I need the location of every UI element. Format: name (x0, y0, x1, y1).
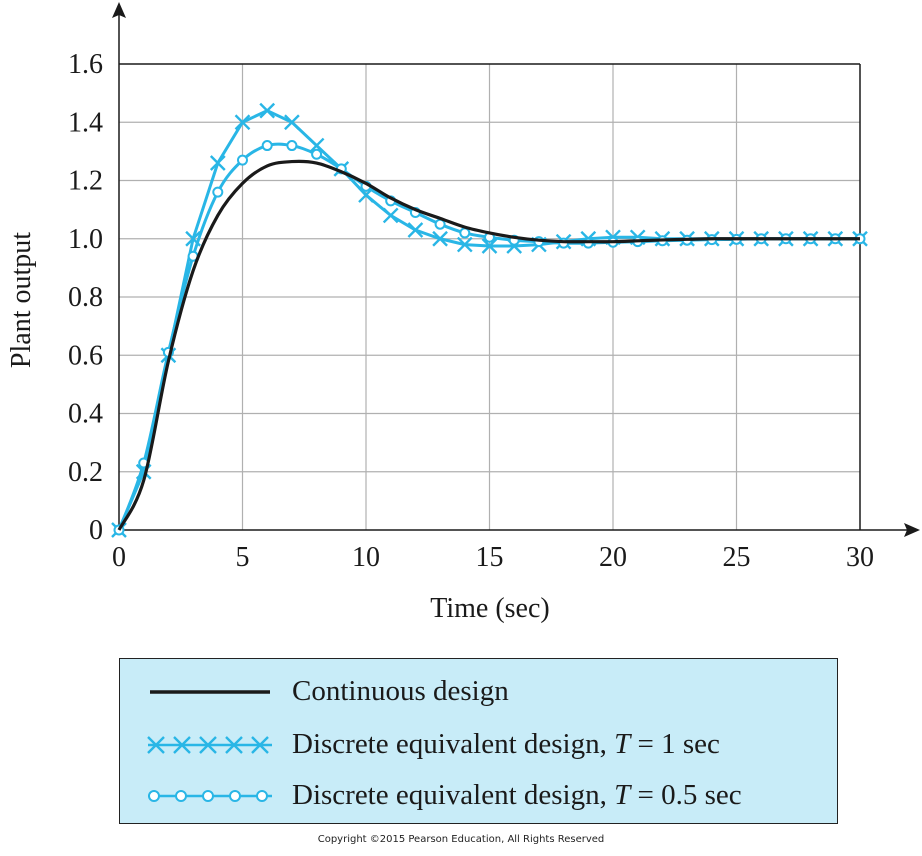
chart: 0 5 10 15 20 25 30 0 0.2 0.4 0.6 0.8 1.0 1.2 1.4 1.6 Ti… (6, 2, 920, 624)
series-layer (111, 102, 868, 538)
grid-lines (119, 64, 860, 530)
x-tick-label: 0 (112, 542, 126, 573)
data-point (261, 140, 273, 152)
data-point (311, 148, 323, 160)
series-line (117, 159, 860, 531)
x-tick-label: 30 (846, 542, 874, 573)
legend-marker-x (173, 736, 191, 754)
legend-swatch-discrete-05 (148, 790, 272, 802)
legend-label-discrete-05: Discrete equivalent design, T = 0.5 sec (292, 779, 742, 811)
legend-marker-o (148, 790, 160, 802)
x-axis-label: Time (sec) (430, 593, 550, 624)
data-point (481, 238, 498, 254)
data-point (459, 227, 471, 239)
data-point (209, 155, 226, 171)
legend-marker-o (175, 790, 187, 802)
legend-swatch-continuous (150, 690, 270, 694)
legend: Continuous design Discrete equivalent de… (119, 658, 838, 824)
y-tick-label: 0 (89, 515, 103, 546)
data-point (432, 230, 448, 247)
data-point (382, 207, 399, 224)
data-point (286, 140, 298, 152)
legend-marker-x (251, 736, 269, 754)
y-tick-label: 1.4 (68, 107, 103, 138)
legend-marker-o (202, 790, 214, 802)
y-tick-label: 1.6 (68, 49, 103, 80)
data-point (308, 137, 325, 154)
axes (112, 2, 920, 537)
data-point (456, 236, 473, 253)
x-tick-label: 15 (476, 542, 504, 573)
legend-marker-x (199, 736, 217, 754)
y-tick-label: 0.8 (68, 282, 103, 313)
legend-label-discrete-1: Discrete equivalent design, T = 1 sec (292, 728, 720, 760)
legend-swatch-discrete-1 (147, 736, 272, 754)
legend-marker-o (229, 790, 241, 802)
x-axis-arrow (904, 523, 920, 537)
x-tick-label: 25 (723, 542, 751, 573)
tick-labels: 0 5 10 15 20 25 30 0 0.2 0.4 0.6 0.8 1.0 1.2 1.4 1.6 (68, 49, 874, 573)
series-continuous (117, 159, 860, 531)
data-point (234, 114, 251, 131)
y-axis-arrow (112, 2, 126, 18)
data-point (284, 114, 300, 131)
data-point (259, 102, 276, 119)
copyright-notice: Copyright ©2015 Pearson Education, All R… (317, 834, 605, 845)
data-point (407, 222, 424, 238)
y-tick-label: 0.4 (68, 399, 103, 430)
x-tick-label: 10 (352, 542, 380, 573)
legend-item-discrete-1: Discrete equivalent design, T = 1 sec (120, 726, 837, 766)
legend-marker-o (256, 790, 268, 802)
legend-item-continuous: Continuous design (120, 673, 837, 713)
legend-label-continuous: Continuous design (292, 675, 509, 707)
data-point (212, 186, 224, 198)
y-axis-label: Plant output (6, 232, 37, 368)
y-tick-label: 1.0 (68, 224, 103, 255)
x-tick-label: 20 (599, 542, 627, 573)
y-tick-label: 1.2 (68, 166, 103, 197)
x-tick-label: 5 (236, 542, 250, 573)
legend-item-discrete-05: Discrete equivalent design, T = 0.5 sec (120, 777, 837, 817)
plot-frame (119, 63, 861, 530)
y-tick-label: 0.6 (68, 340, 103, 371)
data-point (237, 154, 248, 166)
y-tick-label: 0.2 (68, 457, 103, 488)
legend-marker-x (225, 736, 243, 754)
legend-marker-x (147, 736, 165, 754)
